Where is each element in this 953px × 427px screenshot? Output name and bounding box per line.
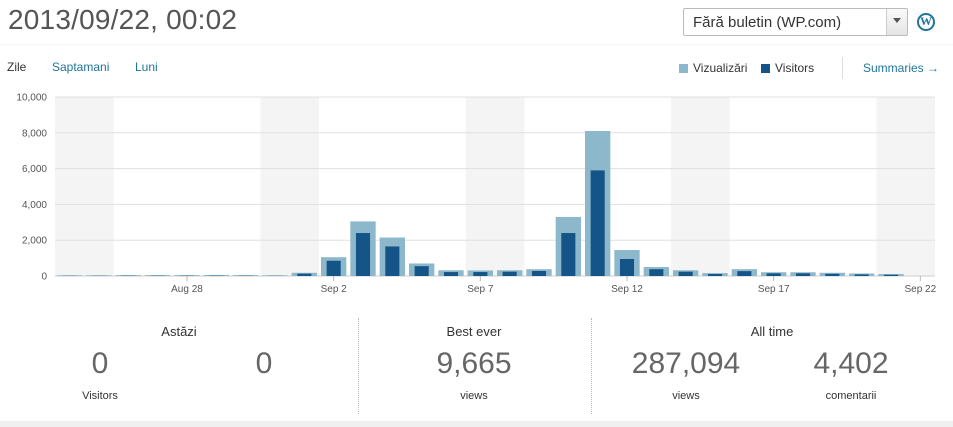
weekend-band xyxy=(876,97,935,276)
footer-divider xyxy=(0,421,953,427)
bar-visitors xyxy=(737,271,752,276)
chart-bars xyxy=(57,131,904,276)
bar-visitors xyxy=(707,274,723,276)
x-tick-label: Sep 2 xyxy=(321,284,348,295)
stat-divider xyxy=(591,318,592,414)
bar-views xyxy=(57,275,83,276)
stat-all-time-views-label: views xyxy=(672,390,700,402)
page-title: 2013/09/22, 00:02 xyxy=(8,4,238,35)
x-tick-label: Sep 12 xyxy=(611,284,643,295)
legend-visitors-swatch xyxy=(761,64,770,73)
stat-all-time-views: 287,094 xyxy=(631,347,741,380)
y-tick-label: 8,000 xyxy=(22,128,47,139)
bar-visitors xyxy=(590,170,605,276)
legend-visitors-label: Visitors xyxy=(775,61,815,75)
x-tick-label: Sep 22 xyxy=(904,284,936,295)
x-tick-label: Sep 7 xyxy=(467,284,494,295)
weekend-band xyxy=(465,97,525,276)
bar-views xyxy=(115,275,141,276)
stat-all-time-comments-label: comentarii xyxy=(825,390,877,402)
stat-all-time: All time 287,094 views 4,402 comentarii xyxy=(591,318,953,414)
legend-visitors: Visitors xyxy=(761,61,814,75)
stat-today: Astăzi 0 Visitors 0 xyxy=(0,318,358,414)
bar-visitors xyxy=(619,258,635,276)
wordpress-icon[interactable]: W xyxy=(917,13,935,31)
stats-summary: Astăzi 0 Visitors 0 Best ever 9,665 view… xyxy=(0,318,953,418)
stat-divider xyxy=(358,318,359,414)
bar-visitors xyxy=(766,273,781,276)
legend-views-label: Vizualizări xyxy=(693,61,748,75)
tab-weeks[interactable]: Saptamani xyxy=(52,60,110,74)
bar-visitors xyxy=(825,273,840,276)
y-axis: 0 2,000 4,000 6,000 8,000 10,000 xyxy=(16,93,47,283)
bar-views xyxy=(145,275,171,276)
summaries-link[interactable]: Summaries → xyxy=(863,61,939,75)
bar-visitors xyxy=(414,266,429,276)
tab-days[interactable]: Zile xyxy=(7,60,27,74)
tab-months[interactable]: Luni xyxy=(135,60,158,74)
stat-today-views: 0 xyxy=(255,347,273,380)
bar-visitors xyxy=(502,271,517,276)
x-axis: Aug 28 Sep 2 Sep 7 Sep 12 Sep 17 Sep 22 xyxy=(171,276,937,295)
bar-visitors xyxy=(649,269,664,276)
stat-all-time-comments: 4,402 xyxy=(813,347,889,380)
x-tick-label: Aug 28 xyxy=(171,284,203,295)
bar-views xyxy=(86,275,112,276)
bar-views xyxy=(174,275,200,276)
legend-views: Vizualizări xyxy=(679,61,747,75)
arrow-right-icon: → xyxy=(927,61,940,75)
stat-best-title: Best ever xyxy=(446,324,502,339)
bar-visitors xyxy=(531,270,547,276)
y-tick-label: 2,000 xyxy=(22,236,47,247)
bar-visitors xyxy=(355,233,371,276)
weekend-bands xyxy=(55,97,935,276)
summaries-label: Summaries xyxy=(863,61,924,75)
stat-best: Best ever 9,665 views xyxy=(358,318,590,414)
blog-select-value: Fără buletin (WP.com) xyxy=(693,14,842,31)
y-tick-label: 0 xyxy=(41,272,47,283)
chevron-down-icon[interactable] xyxy=(886,9,907,35)
y-tick-label: 6,000 xyxy=(22,164,47,175)
stat-today-title: Astăzi xyxy=(161,324,197,339)
x-tick-label: Sep 17 xyxy=(758,284,790,295)
bar-visitors xyxy=(473,272,488,276)
bar-visitors xyxy=(795,273,811,276)
weekend-band xyxy=(55,97,114,276)
legend-views-swatch xyxy=(679,64,688,73)
y-tick-label: 10,000 xyxy=(16,93,47,104)
bar-views xyxy=(262,275,288,276)
chart-grid xyxy=(55,96,935,277)
bar-visitors xyxy=(385,246,400,276)
bar-visitors xyxy=(561,233,576,276)
bar-views xyxy=(233,275,259,276)
blog-select[interactable]: Fără buletin (WP.com) xyxy=(683,8,908,36)
header: 2013/09/22, 00:02 Fără buletin (WP.com) … xyxy=(0,0,953,44)
stat-all-time-title: All time xyxy=(750,324,794,339)
y-tick-label: 4,000 xyxy=(22,200,47,211)
stat-today-visitors-label: Visitors xyxy=(82,390,118,402)
stat-today-visitors: 0 xyxy=(91,347,109,380)
bar-views xyxy=(203,274,229,276)
weekend-band xyxy=(671,97,730,276)
views-chart: 0 2,000 4,000 6,000 8,000 10,000 Aug 28 Sep 2 S… xyxy=(16,93,937,296)
stat-best-value: 9,665 xyxy=(436,347,512,380)
bar-visitors xyxy=(678,271,693,276)
bar-visitors xyxy=(297,273,312,276)
bar-visitors xyxy=(854,274,869,276)
stat-best-label: views xyxy=(460,390,488,402)
bar-visitors xyxy=(326,260,341,276)
bar-visitors xyxy=(883,274,899,276)
weekend-band xyxy=(260,97,319,276)
legend-divider xyxy=(842,57,843,79)
bar-visitors xyxy=(443,272,459,276)
